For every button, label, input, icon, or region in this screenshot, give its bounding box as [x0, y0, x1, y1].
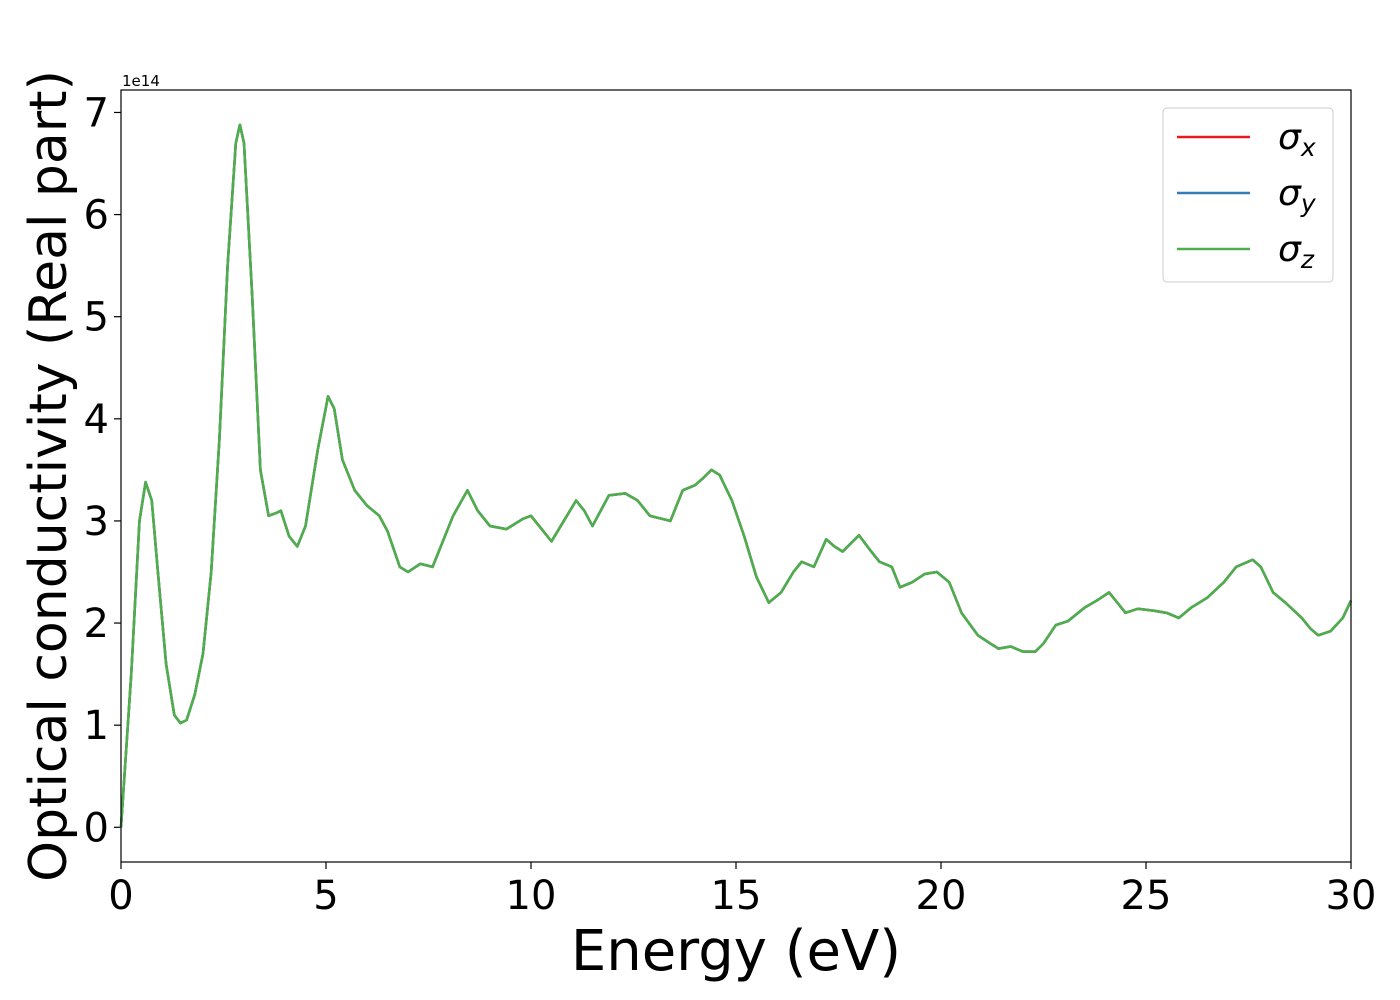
data-line	[119, 123, 1353, 828]
x-axis-label: Energy (eV)	[571, 919, 901, 984]
plot-frame	[120, 89, 1352, 863]
y-tick-label: 7	[84, 90, 109, 136]
x-tick-label: 10	[506, 873, 557, 919]
y-tick-label: 4	[84, 397, 109, 443]
x-tick-label: 15	[711, 873, 762, 919]
legend-box	[1162, 107, 1334, 283]
y-offset-label: 1e14	[122, 72, 160, 90]
x-tick-label: 30	[1326, 873, 1377, 919]
y-tick-label: 0	[84, 805, 109, 851]
y-tick-label: 5	[84, 295, 109, 341]
y-tick-label: 6	[84, 193, 109, 239]
x-tick-label: 0	[108, 873, 133, 919]
legend-label: σz	[1278, 229, 1315, 274]
legend-label: σy	[1278, 173, 1317, 218]
y-axis-label: Optical conductivity (Real part)	[19, 70, 79, 882]
x-tick-label: 5	[313, 873, 338, 919]
y-tick-label: 3	[84, 499, 109, 545]
y-tick-label: 1	[84, 703, 109, 749]
x-tick-label: 25	[1121, 873, 1172, 919]
y-tick-label: 2	[84, 601, 109, 647]
legend: σx σy σz	[1162, 107, 1334, 283]
x-tick-label: 20	[916, 873, 967, 919]
legend-label: σx	[1278, 117, 1316, 162]
